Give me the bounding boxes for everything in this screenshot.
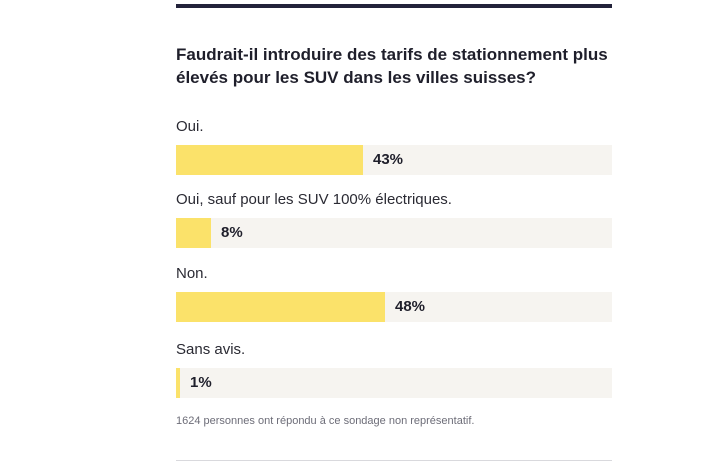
option-label: Non. [176, 265, 208, 282]
result-track: 43% [176, 145, 612, 175]
result-track: 8% [176, 218, 612, 248]
poll-footnote: 1624 personnes ont répondu à ce sondage … [176, 415, 475, 427]
result-percent: 48% [395, 298, 426, 315]
result-bar [176, 292, 385, 322]
result-bar [176, 218, 211, 248]
result-percent: 43% [373, 151, 404, 168]
option-label: Sans avis. [176, 341, 246, 358]
top-divider [176, 4, 612, 8]
result-bar [176, 368, 180, 398]
result-track: 48% [176, 292, 612, 322]
result-percent: 1% [190, 374, 212, 391]
bottom-divider [176, 460, 612, 461]
poll-option: Sans avis. 1% [176, 341, 612, 398]
poll-option: Non. 48% [176, 265, 612, 322]
option-label: Oui. [176, 118, 204, 135]
poll-option: Oui. 43% [176, 118, 612, 175]
poll-option: Oui, sauf pour les SUV 100% électriques.… [176, 191, 612, 248]
option-label: Oui, sauf pour les SUV 100% électriques. [176, 191, 452, 208]
poll-question: Faudrait-il introduire des tarifs de sta… [176, 45, 608, 87]
result-percent: 8% [221, 224, 243, 241]
result-track: 1% [176, 368, 612, 398]
poll-widget: Faudrait-il introduire des tarifs de sta… [176, 0, 612, 468]
result-bar [176, 145, 363, 175]
